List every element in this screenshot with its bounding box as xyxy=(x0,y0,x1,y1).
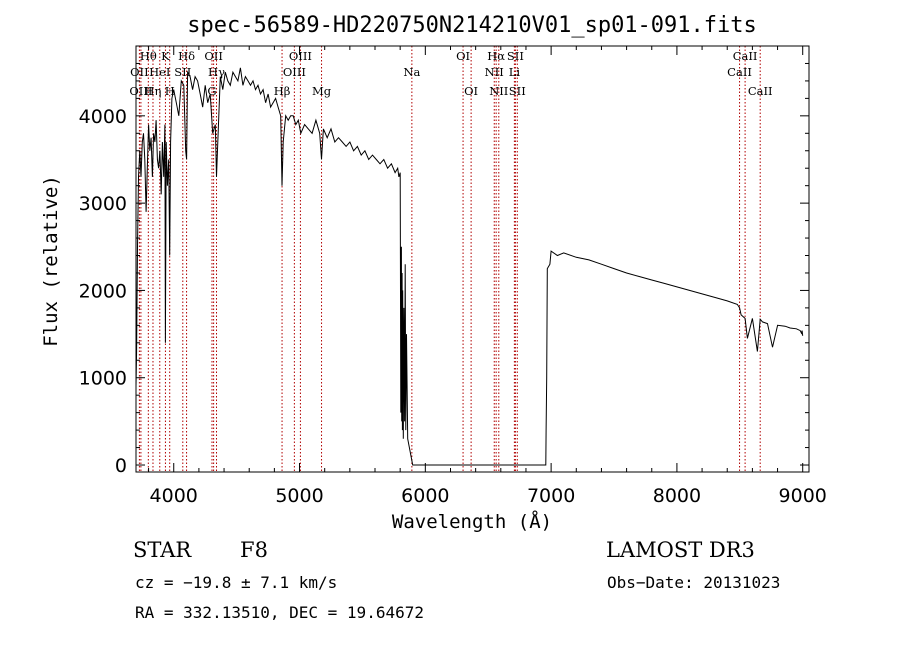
spectral-line-label: OIII xyxy=(129,84,152,98)
spectral-line-label: Hη xyxy=(145,84,162,98)
object-type: STAR xyxy=(133,538,192,562)
spectral-line-label: K xyxy=(161,49,170,63)
chart-title: spec-56589-HD220750N214210V01_sp01-091.f… xyxy=(187,13,757,38)
spectral-line-label: CaII xyxy=(727,65,752,79)
spectral-subclass: F8 xyxy=(240,538,268,562)
spectral-line-label: SII xyxy=(507,49,524,63)
axis-tick-labels: 4000 5000 6000 7000 8000 9000 0 1000 2000 3000 400… xyxy=(79,106,827,507)
x-tick-label: 5000 xyxy=(275,485,323,507)
x-tick-label: 4000 xyxy=(150,485,198,507)
spectral-line-label: OIII xyxy=(283,65,306,79)
spectral-line-label: OII xyxy=(204,49,223,63)
spectral-line-markers xyxy=(138,46,761,472)
spectral-line-label: OIII xyxy=(289,49,312,63)
spectral-line-label: SII xyxy=(174,65,191,79)
y-tick-label: 3000 xyxy=(79,193,127,215)
spectral-line-label: OII xyxy=(130,65,149,79)
observation-date: Obs−Date: 20131023 xyxy=(607,573,781,592)
spectrum-line xyxy=(135,67,804,466)
spectral-line-label: Hδ xyxy=(178,49,195,63)
spectral-line-label: Li xyxy=(509,65,521,79)
y-tick-label: 4000 xyxy=(79,106,127,128)
y-tick-label: 1000 xyxy=(79,368,127,390)
spectral-line-label: OI xyxy=(456,49,470,63)
coordinates: RA = 332.13510, DEC = 19.64672 xyxy=(135,603,424,622)
spectral-line-label: SII xyxy=(509,84,526,98)
y-axis-label: Flux (relative) xyxy=(40,175,62,347)
spectral-line-label: Hγ xyxy=(208,65,225,79)
spectral-line-label: G xyxy=(207,84,216,98)
x-tick-label: 9000 xyxy=(779,485,827,507)
spectral-line-label: H xyxy=(165,84,175,98)
spectral-line-label: NII xyxy=(485,65,504,79)
spectral-line-label: CaII xyxy=(733,49,758,63)
redshift-velocity: cz = −19.8 ± 7.1 km/s xyxy=(135,573,338,592)
y-tick-label: 0 xyxy=(115,455,127,477)
spectral-line-label: Mg xyxy=(312,84,332,98)
spectral-line-labels: Hθ OII OIII HeI Hη K H Hδ SII OII Hγ G OIII OIII Hβ Mg N… xyxy=(129,49,772,98)
x-axis-label: Wavelength (Å) xyxy=(392,510,552,533)
survey-name: LAMOST DR3 xyxy=(606,538,755,562)
x-tick-label: 7000 xyxy=(527,485,575,507)
spectral-line-label: CaII xyxy=(748,84,773,98)
plot-frame xyxy=(135,45,810,473)
spectral-line-label: NII xyxy=(489,84,508,98)
axis-ticks xyxy=(136,46,809,472)
y-tick-label: 2000 xyxy=(79,280,127,302)
x-tick-label: 8000 xyxy=(653,485,701,507)
spectral-line-label: HeI xyxy=(149,65,170,79)
spectral-line-label: Hθ xyxy=(140,49,157,63)
spectral-line-label: Hα xyxy=(487,49,505,63)
spectral-line-label: Hβ xyxy=(274,84,291,98)
spectral-line-label: OI xyxy=(464,84,478,98)
spectral-line-label: Na xyxy=(403,65,420,79)
x-tick-label: 6000 xyxy=(401,485,449,507)
